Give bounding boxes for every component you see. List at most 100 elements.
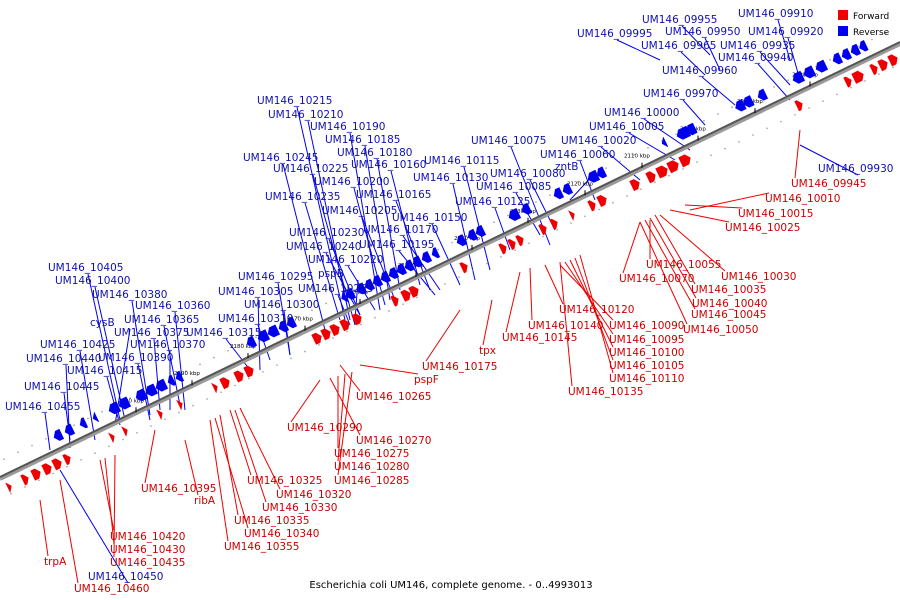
reverse-gene[interactable]: [92, 412, 100, 422]
reverse-gene-label: UM146_10370: [130, 339, 205, 351]
reverse-gene[interactable]: [118, 396, 132, 410]
forward-gene-label: UM146_10285: [334, 475, 409, 487]
forward-gene[interactable]: [108, 432, 115, 443]
forward-gene[interactable]: [329, 324, 340, 337]
forward-gene[interactable]: [30, 468, 41, 481]
reverse-gene[interactable]: [792, 70, 806, 84]
reverse-gene[interactable]: [396, 263, 408, 276]
reverse-gene[interactable]: [380, 270, 392, 283]
forward-gene[interactable]: [121, 426, 128, 437]
reverse-gene[interactable]: [475, 224, 487, 237]
forward-gene[interactable]: [5, 482, 12, 493]
forward-gene[interactable]: [887, 54, 898, 67]
reverse-gene[interactable]: [79, 417, 89, 429]
forward-gene-label: UM146_10145: [502, 332, 577, 344]
reverse-gene[interactable]: [372, 274, 384, 287]
reverse-gene[interactable]: [815, 59, 829, 73]
figure-caption: Escherichia coli UM146, complete genome.…: [309, 580, 592, 591]
reverse-gene[interactable]: [108, 401, 122, 415]
reverse-gene[interactable]: [735, 99, 747, 112]
reverse-gene[interactable]: [257, 329, 271, 343]
forward-gene[interactable]: [678, 154, 691, 168]
forward-gene[interactable]: [498, 243, 507, 255]
reverse-gene[interactable]: [841, 48, 853, 60]
reverse-gene[interactable]: [345, 287, 357, 300]
forward-gene[interactable]: [390, 295, 399, 307]
reverse-gene[interactable]: [456, 234, 468, 247]
reverse-gene[interactable]: [145, 383, 159, 397]
forward-gene[interactable]: [655, 165, 668, 179]
forward-gene[interactable]: [41, 463, 52, 476]
forward-gene[interactable]: [51, 458, 62, 471]
reverse-gene[interactable]: [341, 291, 349, 302]
reverse-gene[interactable]: [167, 374, 177, 386]
reverse-gene[interactable]: [404, 259, 416, 272]
forward-gene[interactable]: [219, 377, 230, 390]
reverse-gene[interactable]: [596, 166, 608, 179]
forward-gene[interactable]: [320, 328, 331, 341]
reverse-gene-label: UM146_10425: [40, 339, 115, 351]
forward-gene[interactable]: [507, 239, 516, 250]
reverse-gene[interactable]: [508, 208, 522, 221]
forward-gene[interactable]: [568, 210, 575, 221]
forward-gene[interactable]: [156, 409, 163, 420]
reverse-gene[interactable]: [356, 282, 368, 295]
reverse-gene[interactable]: [388, 267, 400, 279]
forward-gene[interactable]: [176, 400, 183, 410]
forward-gene[interactable]: [459, 262, 468, 274]
forward-gene[interactable]: [538, 224, 547, 236]
reverse-gene[interactable]: [431, 247, 441, 259]
reverse-gene[interactable]: [175, 370, 185, 382]
reverse-gene[interactable]: [803, 65, 817, 79]
reverse-gene[interactable]: [743, 95, 755, 108]
forward-gene[interactable]: [549, 218, 558, 230]
forward-gene[interactable]: [515, 235, 524, 247]
forward-gene-label: UM146_10110: [609, 373, 684, 385]
reverse-gene[interactable]: [64, 423, 76, 436]
forward-gene[interactable]: [851, 70, 864, 84]
forward-gene[interactable]: [243, 365, 254, 378]
forward-gene[interactable]: [794, 100, 803, 112]
reverse-gene[interactable]: [155, 378, 169, 392]
reverse-gene-label: UM146_10165: [356, 189, 431, 201]
reverse-gene[interactable]: [562, 182, 574, 195]
forward-gene[interactable]: [869, 64, 878, 76]
reverse-gene[interactable]: [521, 202, 533, 215]
forward-gene[interactable]: [408, 285, 419, 298]
reverse-gene[interactable]: [686, 122, 698, 136]
reverse-gene-label: UM146_09995: [577, 28, 652, 40]
reverse-gene[interactable]: [267, 324, 281, 338]
forward-gene[interactable]: [20, 474, 29, 486]
forward-gene[interactable]: [629, 179, 640, 192]
reverse-gene[interactable]: [364, 278, 376, 291]
reverse-gene[interactable]: [53, 428, 65, 441]
reverse-gene[interactable]: [661, 136, 669, 147]
forward-gene[interactable]: [62, 454, 71, 466]
forward-gene[interactable]: [596, 195, 607, 207]
forward-gene[interactable]: [877, 59, 888, 72]
reverse-gene[interactable]: [832, 52, 844, 65]
reverse-gene[interactable]: [286, 316, 298, 329]
reverse-gene[interactable]: [757, 88, 769, 101]
forward-gene[interactable]: [843, 76, 852, 88]
forward-gene[interactable]: [400, 289, 411, 302]
forward-gene[interactable]: [645, 171, 656, 184]
reverse-gene[interactable]: [587, 169, 601, 183]
forward-gene[interactable]: [211, 383, 218, 394]
reverse-gene[interactable]: [135, 388, 149, 402]
forward-gene[interactable]: [587, 200, 596, 212]
reverse-gene-label: UM146_10195: [359, 239, 434, 251]
reverse-gene[interactable]: [850, 43, 862, 56]
reverse-gene[interactable]: [467, 228, 479, 241]
reverse-gene[interactable]: [278, 320, 290, 333]
reverse-gene[interactable]: [421, 251, 433, 263]
reverse-gene[interactable]: [553, 187, 565, 200]
reverse-gene[interactable]: [412, 255, 424, 268]
forward-gene[interactable]: [666, 160, 679, 174]
forward-gene[interactable]: [351, 313, 362, 326]
forward-gene[interactable]: [311, 332, 322, 345]
reverse-gene[interactable]: [246, 335, 258, 348]
reverse-gene[interactable]: [859, 40, 869, 52]
forward-gene[interactable]: [339, 319, 350, 332]
forward-gene[interactable]: [233, 370, 244, 383]
